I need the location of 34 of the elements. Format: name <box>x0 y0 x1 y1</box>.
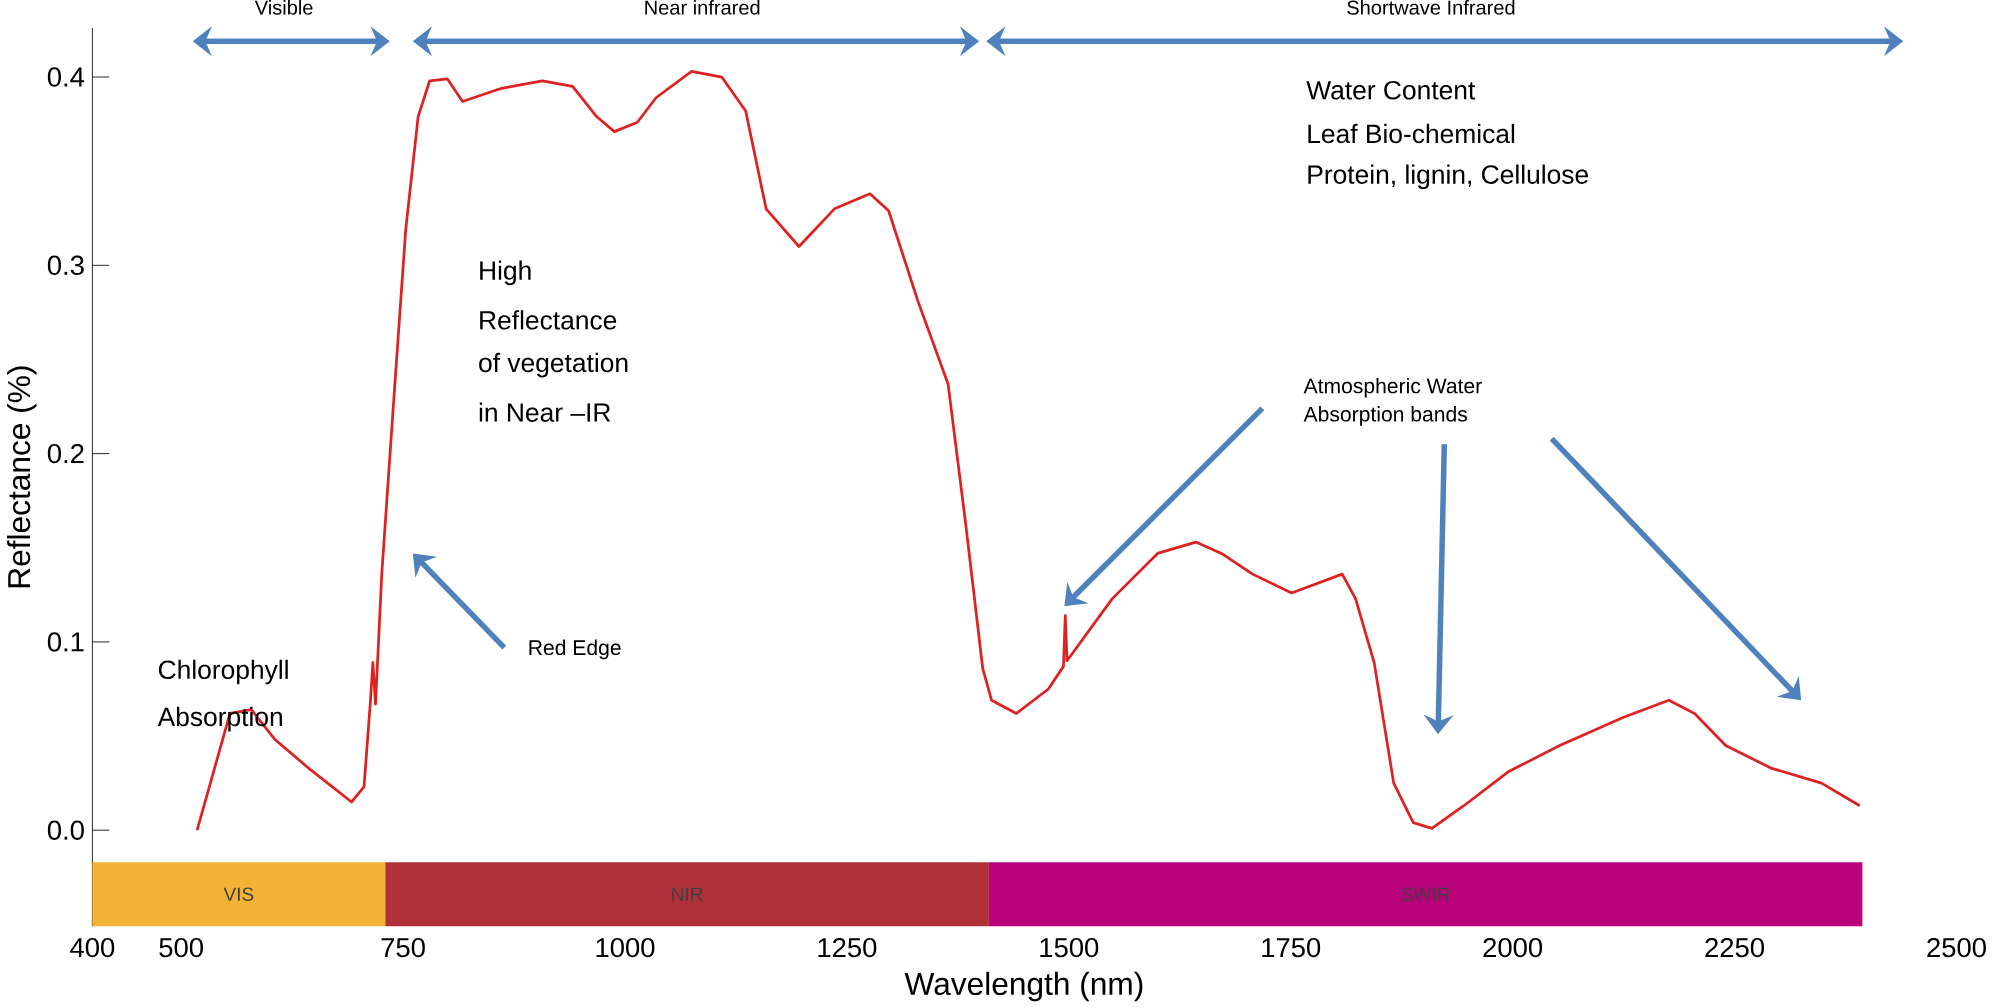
y-tick-label: 0.2 <box>47 443 84 464</box>
annotation: Reflectance <box>480 310 617 330</box>
y-tick-label: 0.1 <box>47 632 84 652</box>
x-tick-label: 500 <box>159 937 203 958</box>
x-tick-label: 2250 <box>1705 937 1764 958</box>
text: Shortwave Infrared <box>1347 0 1515 15</box>
x-tick-label: 2500 <box>1927 937 1986 958</box>
annotation: in Near –IR <box>479 402 611 422</box>
band-label: SWIR <box>1401 887 1450 901</box>
annotation: of vegetation <box>479 352 628 378</box>
band-label: NIR <box>672 887 703 901</box>
text: Near infrared <box>645 0 760 15</box>
annotation: High <box>480 260 531 285</box>
x-tick-label: 1750 <box>1262 937 1321 958</box>
y-tick-label: 0.0 <box>47 820 84 840</box>
y-tick-label: 0.3 <box>47 255 84 275</box>
x-tick-label: 1000 <box>596 937 655 958</box>
x-tick-label: 2000 <box>1483 937 1543 958</box>
annotation: Red Edge <box>529 639 621 660</box>
annotation: Absorption bands <box>1303 405 1468 426</box>
y-tick-label: 0.4 <box>47 67 85 87</box>
x-tick-label: 400 <box>70 937 115 958</box>
band-label: VIS <box>223 887 254 901</box>
x-tick-label: 1250 <box>818 937 877 958</box>
y-axis-title: Reflectance (%) <box>7 366 37 587</box>
x-tick-label: 750 <box>381 937 425 958</box>
text: Visible <box>254 0 313 15</box>
x-tick-label: 1500 <box>1040 937 1099 958</box>
annotation: Water Content <box>1306 80 1476 100</box>
annotation: Leaf Bio-chemical <box>1308 123 1515 144</box>
annotation: Protein, lignin, Cellulose <box>1308 164 1588 189</box>
annotation: Atmospheric Water <box>1303 377 1482 398</box>
x-axis-title: Wavelength (nm) <box>904 971 1143 1002</box>
annotation: Chlorophyll <box>158 659 288 685</box>
